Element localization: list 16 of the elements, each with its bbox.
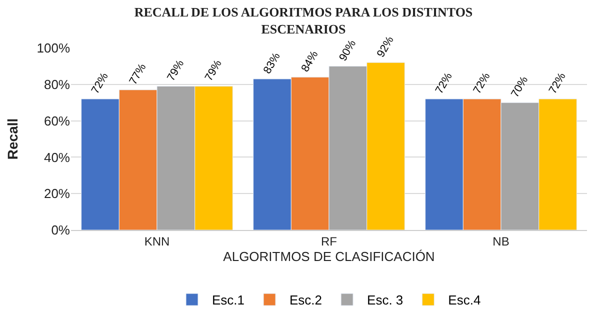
- y-tick-label: 100%: [36, 40, 70, 56]
- y-tick-label: 80%: [44, 76, 70, 92]
- x-tick-label: RF: [321, 234, 337, 248]
- legend-label: Esc. 3: [367, 292, 404, 308]
- y-axis-title: Recall: [4, 118, 20, 160]
- x-tick-label: NB: [492, 234, 510, 248]
- y-tick-label: 60%: [44, 113, 70, 128]
- legend-label: Esc.1: [212, 292, 245, 308]
- y-tick-label: 20%: [44, 186, 70, 202]
- x-tick-label: KNN: [144, 234, 170, 248]
- y-tick-label: 0%: [51, 222, 70, 238]
- y-tick-label: 40%: [44, 150, 70, 165]
- x-axis-title: ALGORITMOS DE CLASIFICACIÓN: [223, 249, 435, 264]
- chart-title: RECALL DE LOS ALGORITMOS PARA LOS DISTINTOS ESCENARIOS: [134, 4, 473, 36]
- legend-label: Esc.4: [448, 292, 481, 308]
- legend-label: Esc.2: [290, 292, 322, 308]
